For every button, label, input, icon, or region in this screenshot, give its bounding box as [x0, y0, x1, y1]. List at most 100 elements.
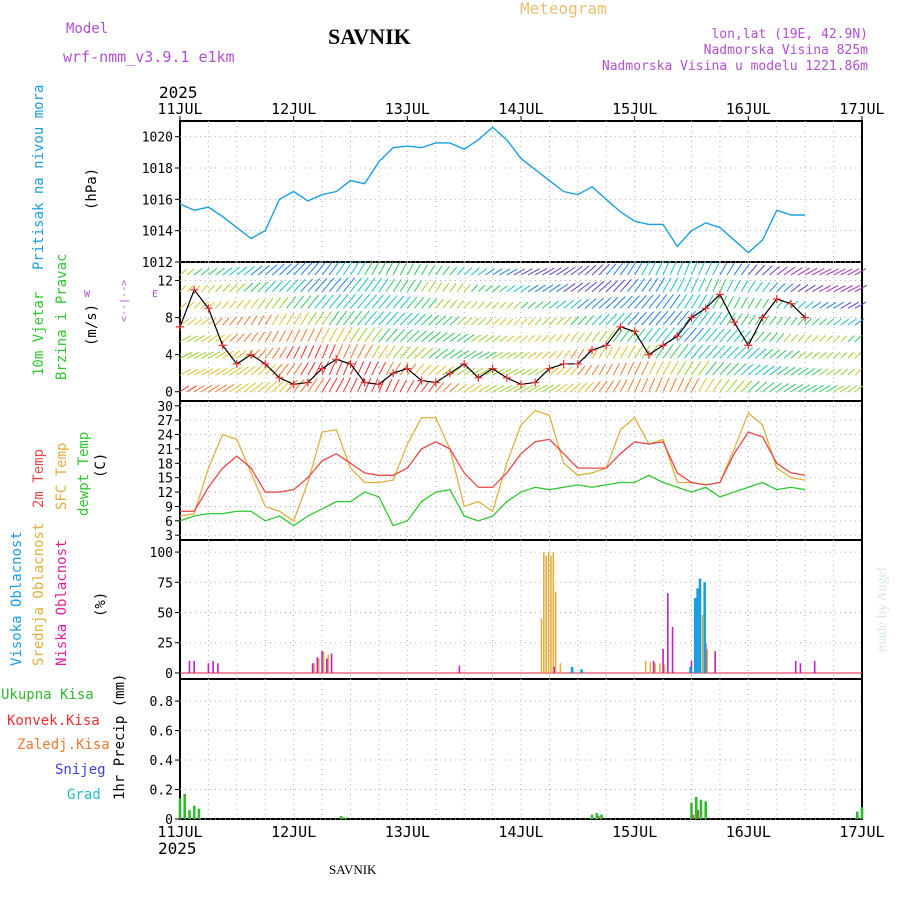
wind-barb [584, 281, 598, 293]
wind-barb [364, 361, 372, 376]
wind-speed-marker [247, 350, 256, 359]
wind-barb [378, 261, 387, 276]
wind-barb [399, 279, 409, 292]
wind-barb [691, 311, 703, 326]
wind-barb [577, 265, 590, 276]
cloud-unit: (%) [93, 592, 109, 617]
day-label-bottom: 13JUL [385, 823, 430, 841]
wind-barb [193, 268, 203, 276]
wind-barb [733, 379, 745, 393]
wind-barb [435, 332, 448, 343]
wind-barb [236, 366, 249, 376]
wind-barb [683, 294, 694, 309]
wind-barb [776, 333, 785, 343]
station-title: SAVNIK [328, 24, 411, 49]
wind-barb [470, 384, 483, 393]
footer-station: SAVNIK [329, 862, 377, 877]
wind-barb [520, 368, 533, 376]
wind-barb [676, 327, 690, 343]
wind-speed-marker [460, 359, 469, 368]
wind-barb [840, 285, 853, 293]
wind-barb [343, 310, 355, 326]
cloud-label-1: Visoka Oblacnost [9, 531, 25, 666]
wind-barb [556, 317, 565, 326]
wind-barb [371, 277, 382, 292]
wind-barb [634, 328, 646, 343]
wind-barb [740, 297, 748, 309]
wind-speed-marker [531, 378, 540, 387]
wind-barb [833, 285, 846, 293]
wind-barb [335, 260, 347, 276]
wind-speed-marker [701, 304, 710, 313]
wind-barb [236, 383, 250, 393]
wind-barb [513, 335, 522, 343]
precip-total-bar [704, 801, 708, 819]
wind-barb [428, 331, 441, 343]
compass-arrow: <--|--> [119, 280, 130, 322]
wind-barb [563, 349, 571, 359]
wind-barb [449, 349, 463, 359]
wind-barb [378, 361, 387, 376]
wind-barb [591, 331, 600, 342]
wind-barb [208, 301, 215, 309]
wind-barb [783, 266, 796, 276]
wind-barb [264, 281, 276, 293]
wind-barb [335, 377, 345, 392]
wind-barb [243, 316, 251, 326]
wind-barb [385, 261, 394, 276]
wind-barb [364, 344, 373, 359]
wind-barb [520, 285, 531, 293]
wind-barb [442, 315, 453, 326]
wind-barb [598, 364, 606, 376]
precip-conv-bar [342, 817, 344, 819]
wind-barb [293, 279, 306, 292]
y-tick-label-cloud: 75 [157, 576, 173, 591]
wind-barb [691, 277, 699, 292]
wind-barb [719, 328, 732, 343]
wind-barb [357, 294, 370, 309]
wind-barb [392, 312, 406, 326]
wind-barb [556, 283, 569, 293]
wind-barb [371, 327, 383, 343]
wind-barb [634, 278, 646, 292]
wind-speed-marker [602, 341, 611, 350]
wind-barb [648, 294, 661, 309]
wind-barb [712, 278, 720, 292]
wind-barb [442, 299, 451, 309]
wind-barb [527, 301, 536, 309]
wind-barb [250, 382, 264, 393]
wind-barb [847, 268, 860, 276]
wind-barb [406, 329, 420, 343]
wind-barb [435, 298, 444, 309]
wind-barb [698, 327, 711, 343]
wind-speed-marker [588, 346, 597, 355]
wind-barb [662, 360, 672, 376]
wind-barb [428, 348, 441, 359]
wind-barb [669, 260, 677, 276]
wind-barb [755, 281, 763, 292]
wind-barb [456, 366, 469, 376]
wind-barb [605, 363, 613, 376]
wind-barb [826, 301, 837, 309]
wind-barb [506, 318, 514, 326]
wind-speed-marker [261, 359, 270, 368]
y-tick-label-temp: 30 [157, 400, 173, 415]
wind-barb [811, 318, 820, 326]
wind-barb [833, 352, 841, 359]
wind-barb [534, 318, 542, 326]
credit-label: made by Angel [875, 567, 890, 652]
wind-speed-marker [488, 364, 497, 373]
wind-barb [811, 334, 819, 343]
wind-barb [342, 344, 351, 359]
wind-barb [499, 301, 507, 309]
wind-barb [804, 384, 818, 393]
wind-barb [605, 280, 619, 293]
wind-barb [804, 301, 814, 309]
wind-barb [371, 344, 381, 359]
wind-speed-marker [431, 378, 440, 387]
wind-barb [563, 266, 576, 276]
y-tick-label-pressure: 1012 [142, 256, 173, 271]
temp-unit: (C) [93, 453, 109, 478]
wind-barb [776, 366, 789, 376]
wind-barb [641, 311, 655, 326]
